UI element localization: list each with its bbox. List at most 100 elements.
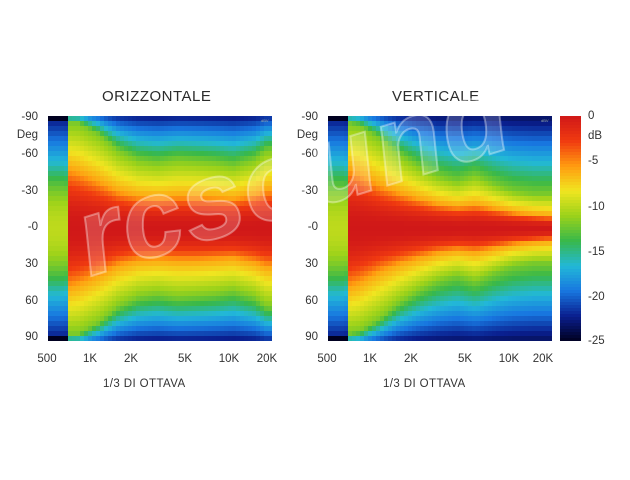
heatmap-cell xyxy=(480,126,485,132)
heatmap-cell xyxy=(404,201,409,207)
heatmap-cell xyxy=(372,311,377,317)
heatmap-cell xyxy=(192,301,197,307)
heatmap-cell xyxy=(396,221,401,227)
heatmap-cell xyxy=(436,121,441,127)
heatmap-cell xyxy=(380,276,385,282)
heatmap-cell xyxy=(456,126,461,132)
heatmap-cell xyxy=(76,321,81,327)
heatmap-cell xyxy=(224,116,229,122)
heatmap-cell xyxy=(344,291,349,297)
heatmap-cell xyxy=(448,146,453,152)
heatmap-cell xyxy=(188,196,193,202)
heatmap-cell xyxy=(344,256,349,262)
heatmap-cell xyxy=(116,166,121,172)
heatmap-cell xyxy=(64,321,69,327)
heatmap-cell xyxy=(164,186,169,192)
heatmap-cell xyxy=(240,206,245,212)
heatmap-cell xyxy=(504,286,509,292)
heatmap-cell xyxy=(508,171,513,177)
heatmap-cell xyxy=(468,236,473,242)
heatmap-cell xyxy=(92,296,97,302)
heatmap-cell xyxy=(396,206,401,212)
heatmap-cell xyxy=(80,316,85,322)
heatmap-cell xyxy=(112,246,117,252)
heatmap-cell xyxy=(180,186,185,192)
heatmap-cell xyxy=(536,231,541,237)
heatmap-cell xyxy=(344,276,349,282)
heatmap-cell xyxy=(52,191,57,197)
heatmap-cell xyxy=(356,166,361,172)
heatmap-cell xyxy=(428,336,433,341)
heatmap-cell xyxy=(224,271,229,277)
heatmap-cell xyxy=(160,276,165,282)
heatmap-cell xyxy=(268,121,272,127)
heatmap-cell xyxy=(396,276,401,282)
heatmap-cell xyxy=(260,236,265,242)
heatmap-cell xyxy=(180,231,185,237)
heatmap-cell xyxy=(508,286,513,292)
heatmap-cell xyxy=(236,316,241,322)
heatmap-cell xyxy=(56,166,61,172)
heatmap-cell xyxy=(176,266,181,272)
heatmap-cell xyxy=(368,206,373,212)
heatmap-cell xyxy=(416,146,421,152)
heatmap-cell xyxy=(456,251,461,257)
heatmap-cell xyxy=(204,146,209,152)
heatmap-cell xyxy=(208,281,213,287)
heatmap-cell xyxy=(428,331,433,337)
heatmap-cell xyxy=(388,176,393,182)
heatmap-cell xyxy=(364,201,369,207)
heatmap-cell xyxy=(440,256,445,262)
heatmap-cell xyxy=(92,276,97,282)
heatmap-cell xyxy=(408,236,413,242)
heatmap-cell xyxy=(436,181,441,187)
heatmap-cell xyxy=(424,131,429,137)
heatmap-cell xyxy=(116,181,121,187)
heatmap-cell xyxy=(52,276,57,282)
heatmap-cell xyxy=(152,171,157,177)
heatmap-cell xyxy=(416,166,421,172)
heatmap-cell xyxy=(236,146,241,152)
heatmap-cell xyxy=(100,311,105,317)
heatmap-cell xyxy=(356,186,361,192)
heatmap-cell xyxy=(360,141,365,147)
heatmap-cell xyxy=(476,151,481,157)
heatmap-cell xyxy=(140,131,145,137)
heatmap-cell xyxy=(476,191,481,197)
heatmap-cell xyxy=(536,181,541,187)
heatmap-cell xyxy=(496,221,501,227)
heatmap-cell xyxy=(76,116,81,122)
heatmap-cell xyxy=(148,236,153,242)
heatmap-cell xyxy=(192,316,197,322)
heatmap-cell xyxy=(452,281,457,287)
heatmap-cell xyxy=(344,241,349,247)
heatmap-cell xyxy=(128,331,133,337)
heatmap-cell xyxy=(460,331,465,337)
heatmap-cell xyxy=(52,176,57,182)
heatmap-cell xyxy=(400,191,405,197)
heatmap-cell xyxy=(252,251,257,257)
heatmap-cell xyxy=(148,321,153,327)
heatmap-cell xyxy=(164,151,169,157)
heatmap-cell xyxy=(420,311,425,317)
heatmap-cell xyxy=(252,166,257,172)
heatmap-cell xyxy=(352,196,357,202)
heatmap-cell xyxy=(500,261,505,267)
heatmap-cell xyxy=(376,236,381,242)
heatmap-cell xyxy=(252,281,257,287)
heatmap-cell xyxy=(64,251,69,257)
heatmap-cell xyxy=(412,321,417,327)
heatmap-cell xyxy=(260,286,265,292)
heatmap-cell xyxy=(384,276,389,282)
heatmap-cell xyxy=(140,261,145,267)
heatmap-cell xyxy=(168,311,173,317)
heatmap-cell xyxy=(232,116,237,122)
heatmap-cell xyxy=(344,211,349,217)
heatmap-cell xyxy=(80,336,85,341)
heatmap-cell xyxy=(480,316,485,322)
heatmap-cell xyxy=(220,141,225,147)
heatmap-cell xyxy=(80,151,85,157)
heatmap-cell xyxy=(532,291,537,297)
y-tick-label: -30 xyxy=(21,185,38,197)
heatmap-cell xyxy=(208,326,213,332)
